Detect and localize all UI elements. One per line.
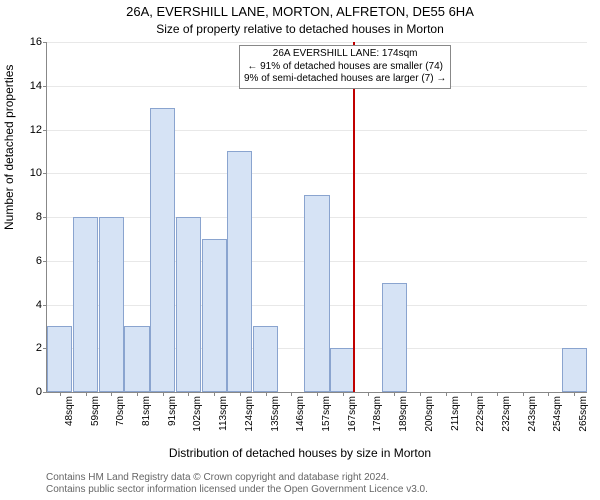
x-tick-label: 265sqm xyxy=(578,396,589,446)
x-tick-label: 70sqm xyxy=(115,396,126,446)
x-tick-mark xyxy=(420,392,421,396)
x-tick-label: 178sqm xyxy=(372,396,383,446)
histogram-bar xyxy=(304,195,329,392)
x-tick-label: 167sqm xyxy=(347,396,358,446)
y-tick-label: 10 xyxy=(12,167,42,179)
y-tick-mark xyxy=(43,86,47,87)
y-tick-mark xyxy=(43,261,47,262)
x-tick-mark xyxy=(86,392,87,396)
histogram-bar xyxy=(99,217,124,392)
histogram-bar xyxy=(47,326,72,392)
y-tick-label: 8 xyxy=(12,211,42,223)
histogram-bar xyxy=(73,217,98,392)
histogram-bar xyxy=(227,151,252,392)
annotation-line-2: ← 91% of detached houses are smaller (74… xyxy=(244,61,446,74)
x-tick-label: 59sqm xyxy=(90,396,101,446)
x-tick-mark xyxy=(343,392,344,396)
gridline xyxy=(47,130,587,131)
x-tick-mark xyxy=(137,392,138,396)
y-tick-label: 4 xyxy=(12,299,42,311)
x-tick-mark xyxy=(266,392,267,396)
x-tick-label: 200sqm xyxy=(424,396,435,446)
y-tick-label: 6 xyxy=(12,255,42,267)
annotation-line-3: 9% of semi-detached houses are larger (7… xyxy=(244,73,446,86)
chart-container: 26A, EVERSHILL LANE, MORTON, ALFRETON, D… xyxy=(0,0,600,500)
x-axis-label: Distribution of detached houses by size … xyxy=(0,446,600,460)
x-tick-label: 189sqm xyxy=(398,396,409,446)
x-tick-mark xyxy=(497,392,498,396)
histogram-bar xyxy=(124,326,149,392)
x-tick-label: 102sqm xyxy=(192,396,203,446)
y-tick-label: 14 xyxy=(12,80,42,92)
attribution-line-2: Contains public sector information licen… xyxy=(46,484,428,496)
y-tick-label: 12 xyxy=(12,124,42,136)
histogram-bar xyxy=(253,326,278,392)
y-tick-mark xyxy=(43,305,47,306)
page-title: 26A, EVERSHILL LANE, MORTON, ALFRETON, D… xyxy=(0,4,600,19)
x-tick-mark xyxy=(317,392,318,396)
y-tick-label: 16 xyxy=(12,36,42,48)
histogram-bar xyxy=(330,348,355,392)
x-tick-mark xyxy=(574,392,575,396)
x-tick-mark xyxy=(291,392,292,396)
chart-subtitle: Size of property relative to detached ho… xyxy=(0,22,600,36)
y-tick-label: 2 xyxy=(12,342,42,354)
x-tick-label: 157sqm xyxy=(321,396,332,446)
histogram-bar xyxy=(382,283,407,392)
annotation-box: 26A EVERSHILL LANE: 174sqm ← 91% of deta… xyxy=(239,45,451,89)
y-tick-label: 0 xyxy=(12,386,42,398)
x-tick-label: 222sqm xyxy=(475,396,486,446)
x-tick-label: 113sqm xyxy=(218,396,229,446)
y-tick-mark xyxy=(43,217,47,218)
histogram-bar xyxy=(562,348,587,392)
x-tick-mark xyxy=(471,392,472,396)
histogram-bar xyxy=(150,108,175,392)
reference-line xyxy=(353,42,355,392)
attribution-line-1: Contains HM Land Registry data © Crown c… xyxy=(46,472,428,484)
y-tick-mark xyxy=(43,42,47,43)
x-tick-label: 135sqm xyxy=(270,396,281,446)
annotation-line-1: 26A EVERSHILL LANE: 174sqm xyxy=(244,48,446,61)
x-tick-mark xyxy=(111,392,112,396)
x-tick-label: 124sqm xyxy=(244,396,255,446)
x-tick-mark xyxy=(188,392,189,396)
x-tick-mark xyxy=(163,392,164,396)
x-tick-label: 146sqm xyxy=(295,396,306,446)
plot-area: 48sqm59sqm70sqm81sqm91sqm102sqm113sqm124… xyxy=(46,42,587,393)
x-tick-mark xyxy=(60,392,61,396)
x-tick-label: 48sqm xyxy=(64,396,75,446)
x-tick-mark xyxy=(368,392,369,396)
x-tick-label: 91sqm xyxy=(167,396,178,446)
x-tick-mark xyxy=(523,392,524,396)
y-tick-mark xyxy=(43,173,47,174)
attribution: Contains HM Land Registry data © Crown c… xyxy=(46,472,428,496)
y-tick-mark xyxy=(43,392,47,393)
x-tick-label: 81sqm xyxy=(141,396,152,446)
x-tick-mark xyxy=(394,392,395,396)
x-tick-mark xyxy=(240,392,241,396)
histogram-bar xyxy=(202,239,227,392)
gridline xyxy=(47,173,587,174)
x-tick-mark xyxy=(214,392,215,396)
x-tick-label: 232sqm xyxy=(501,396,512,446)
x-tick-mark xyxy=(446,392,447,396)
x-tick-mark xyxy=(548,392,549,396)
y-tick-mark xyxy=(43,130,47,131)
histogram-bar xyxy=(176,217,201,392)
x-tick-label: 211sqm xyxy=(450,396,461,446)
x-tick-label: 243sqm xyxy=(527,396,538,446)
x-tick-label: 254sqm xyxy=(552,396,563,446)
gridline xyxy=(47,42,587,43)
